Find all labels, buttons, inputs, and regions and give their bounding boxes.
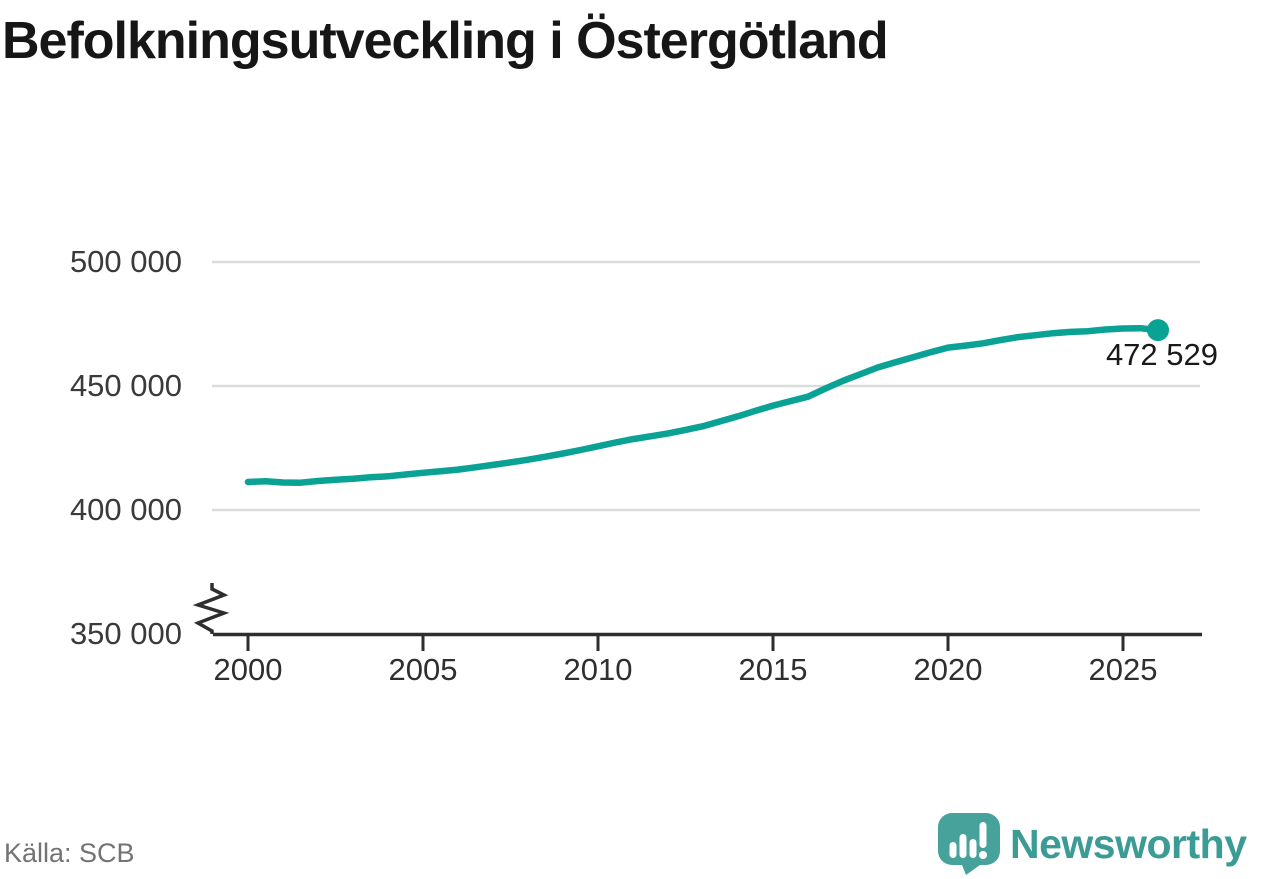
x-axis-tick-label: 2005 bbox=[388, 652, 458, 687]
y-axis-tick-label: 350 000 bbox=[69, 616, 182, 651]
last-value-label: 472 529 bbox=[1105, 337, 1218, 372]
chart-title: Befolkningsutveckling i Östergötland bbox=[2, 12, 889, 70]
logo-bar-medium bbox=[969, 839, 977, 858]
logo-bar-small bbox=[949, 842, 957, 858]
last-point-marker bbox=[1147, 319, 1169, 342]
axis-break-icon bbox=[192, 583, 230, 634]
x-axis bbox=[213, 632, 1202, 651]
x-axis-tick-label: 2000 bbox=[213, 652, 283, 687]
logo-exclamation-dot bbox=[979, 851, 987, 859]
y-axis-tick-label: 400 000 bbox=[69, 492, 182, 527]
gridlines bbox=[212, 260, 1200, 512]
population-line-series bbox=[244, 324, 1162, 486]
source-note: Källa: SCB bbox=[4, 838, 135, 868]
newsworthy-logo: Newsworthy bbox=[938, 813, 1247, 875]
x-axis-tick-label: 2020 bbox=[913, 652, 983, 687]
y-axis-tick-label: 450 000 bbox=[69, 368, 182, 403]
y-axis-tick-label: 500 000 bbox=[69, 244, 182, 279]
logo-bar-tall bbox=[959, 834, 967, 858]
newsworthy-logo-icon bbox=[938, 813, 1000, 875]
x-axis-tick-label: 2015 bbox=[738, 652, 808, 687]
x-axis-tick-label: 2010 bbox=[563, 652, 633, 687]
logo-exclamation-bar bbox=[979, 822, 987, 848]
newsworthy-logo-text: Newsworthy bbox=[1010, 821, 1247, 867]
x-axis-tick-label: 2025 bbox=[1088, 652, 1158, 687]
